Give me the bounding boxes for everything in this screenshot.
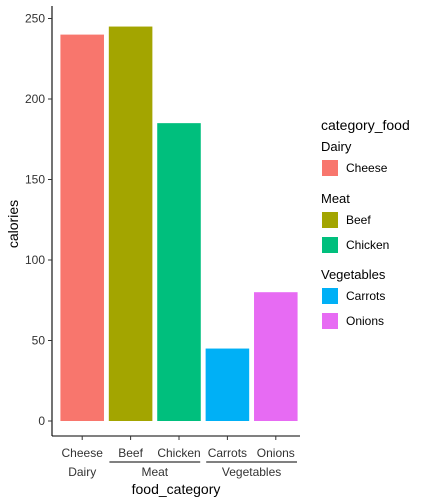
bar-chicken xyxy=(157,123,201,422)
legend-swatch xyxy=(322,160,338,176)
legend: category_food Dairy Cheese Meat Beef Chicken… xyxy=(321,117,410,329)
y-tick-label: 200 xyxy=(25,92,45,106)
y-tick-label: 150 xyxy=(25,173,45,187)
legend-swatch xyxy=(322,288,338,304)
legend-swatch xyxy=(322,212,338,228)
axes xyxy=(51,6,300,437)
bars xyxy=(60,26,298,422)
group-label: Meat xyxy=(141,465,168,479)
x-tick-label: Cheese xyxy=(62,446,104,460)
x-tick-label: Carrots xyxy=(208,446,247,460)
x-tick-label: Onions xyxy=(257,446,295,460)
legend-swatch xyxy=(322,237,338,253)
legend-label: Cheese xyxy=(346,161,388,175)
group-label: Vegetables xyxy=(222,465,281,479)
x-tick-label: Chicken xyxy=(157,446,200,460)
y-tick-label: 0 xyxy=(38,414,45,428)
legend-label: Onions xyxy=(346,314,384,328)
y-tick-label: 100 xyxy=(25,253,45,267)
y-tick-label: 250 xyxy=(25,12,45,26)
legend-label: Beef xyxy=(346,213,371,227)
legend-section-title: Vegetables xyxy=(321,267,386,282)
legend-label: Chicken xyxy=(346,238,389,252)
bar-beef xyxy=(108,26,153,422)
x-axis-title: food_category xyxy=(132,481,221,497)
y-ticks: 0 50 100 150 200 250 xyxy=(25,12,52,428)
bar-cheese xyxy=(60,34,104,421)
y-axis-title: calories xyxy=(5,200,21,248)
legend-section-title: Dairy xyxy=(321,139,352,154)
bar-onions xyxy=(254,292,298,421)
legend-label: Carrots xyxy=(346,289,385,303)
bar-carrots xyxy=(205,348,250,421)
x-tick-label: Beef xyxy=(118,446,143,460)
y-tick-label: 50 xyxy=(32,334,46,348)
x-groups: Dairy Meat Vegetables xyxy=(68,461,297,479)
legend-title: category_food xyxy=(321,117,410,133)
legend-section-title: Meat xyxy=(321,191,350,206)
legend-swatch xyxy=(322,313,338,329)
group-label: Dairy xyxy=(68,465,96,479)
x-ticks: Cheese Beef Chicken Carrots Onions xyxy=(62,436,295,460)
